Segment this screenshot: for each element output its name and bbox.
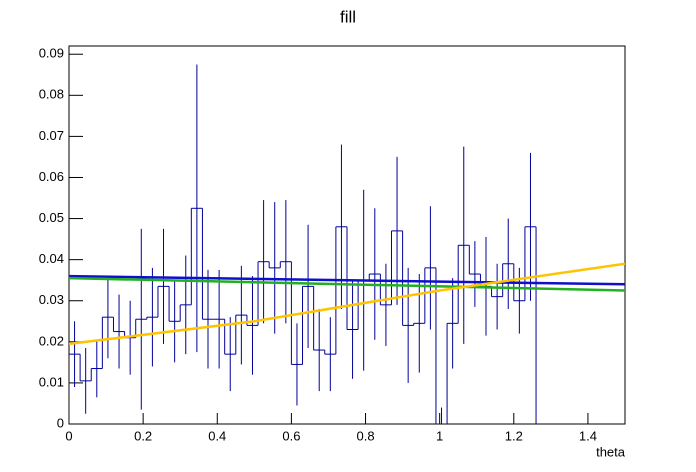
y-tick-label: 0.04 bbox=[39, 251, 64, 266]
frame bbox=[68, 45, 626, 425]
fit-line bbox=[69, 276, 625, 292]
x-tick-label: 0.2 bbox=[134, 428, 152, 443]
x-tick-label: 1.2 bbox=[505, 428, 523, 443]
x-tick-label: 1 bbox=[436, 428, 443, 443]
y-tick-label: 0.03 bbox=[39, 292, 64, 307]
y-tick-label: 0 bbox=[57, 415, 64, 430]
fit-line bbox=[69, 262, 625, 346]
y-tick-label: 0.05 bbox=[39, 210, 64, 225]
y-tick-label: 0.08 bbox=[39, 87, 64, 102]
y-tick-label: 0.02 bbox=[39, 333, 64, 348]
x-tick-label: 0.6 bbox=[282, 428, 300, 443]
y-tick-label: 0.06 bbox=[39, 169, 64, 184]
chart-title: fill bbox=[340, 7, 356, 26]
y-tick-label: 0.09 bbox=[39, 46, 64, 61]
x-tick-label: 0.8 bbox=[356, 428, 374, 443]
fit-line bbox=[69, 274, 625, 286]
x-tick-label: 1.4 bbox=[579, 428, 597, 443]
x-tick-label: 0 bbox=[65, 428, 72, 443]
x-tick-label: 0.4 bbox=[208, 428, 226, 443]
y-tick-label: 0.01 bbox=[39, 374, 64, 389]
y-tick-label: 0.07 bbox=[39, 128, 64, 143]
x-axis-label: theta bbox=[596, 444, 626, 459]
